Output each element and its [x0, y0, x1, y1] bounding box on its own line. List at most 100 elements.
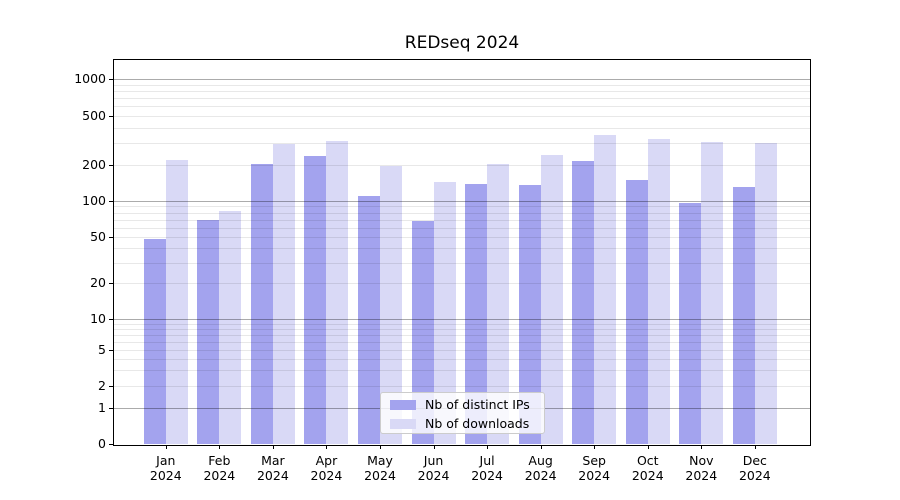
y-tick-label-1: 1	[98, 399, 106, 415]
x-tick-year: 2024	[417, 468, 450, 483]
gridline-minor-2	[114, 386, 810, 387]
gridline-minor-30	[114, 263, 810, 264]
y-tick-label-0: 0	[98, 436, 106, 451]
x-tick-year: 2024	[364, 468, 396, 483]
gridline-minor-20	[114, 283, 810, 284]
gridline-minor-4	[114, 359, 810, 360]
x-tick-year: 2024	[524, 468, 557, 483]
bar-downloads-jan	[165, 159, 188, 444]
x-tick-month: Dec	[742, 453, 767, 468]
gridline-minor-40	[114, 248, 810, 249]
y-tick-mark-10	[109, 319, 113, 320]
y-tick-mark-20	[109, 283, 113, 284]
gridline-minor-7	[114, 335, 810, 336]
bar-distinct-ips-jun	[411, 221, 434, 444]
bar-distinct-ips-nov	[679, 202, 702, 444]
x-tick-year: 2024	[631, 468, 664, 483]
x-tick-mark-feb	[219, 445, 221, 449]
x-tick-mark-jul	[487, 445, 489, 449]
x-tick-year: 2024	[471, 468, 503, 483]
x-tick-month: Jun	[423, 453, 444, 468]
x-tick-mark-jan	[165, 445, 167, 449]
gridline-minor-3	[114, 370, 810, 371]
x-tick-label-may: May 2024	[348, 453, 412, 483]
gridline-major-100	[114, 201, 810, 202]
x-tick-month: Nov	[689, 453, 714, 468]
gridline-minor-70	[114, 220, 810, 221]
bar-distinct-ips-feb	[197, 219, 220, 444]
bar-downloads-jul	[487, 163, 510, 444]
bar-downloads-mar	[272, 144, 295, 444]
x-tick-month: May	[367, 453, 393, 468]
bar-distinct-ips-dec	[732, 187, 755, 444]
x-tick-year: 2024	[738, 468, 771, 483]
gridline-minor-50	[114, 237, 810, 238]
bar-distinct-ips-jan	[143, 239, 166, 444]
x-tick-mark-aug	[540, 445, 542, 449]
y-tick-label-10: 10	[90, 311, 106, 326]
legend-item-downloads: Nb of downloads	[381, 416, 544, 432]
x-tick-label-apr: Apr 2024	[294, 453, 358, 483]
legend-swatch-distinct-ips	[390, 400, 416, 410]
y-tick-label-50: 50	[90, 229, 106, 244]
y-tick-mark-200	[109, 165, 113, 166]
x-tick-label-oct: Oct 2024	[616, 453, 680, 483]
x-tick-year: 2024	[685, 468, 718, 483]
gridline-minor-200	[114, 165, 810, 166]
gridline-minor-400	[114, 128, 810, 129]
legend-swatch-downloads	[390, 419, 416, 429]
bar-distinct-ips-aug	[518, 185, 541, 444]
gridline-major-1000	[114, 79, 810, 80]
x-tick-month: Jul	[479, 453, 495, 468]
x-tick-month: Jan	[156, 453, 176, 468]
x-tick-mark-apr	[326, 445, 328, 449]
y-tick-label-20: 20	[90, 275, 106, 290]
gridline-minor-300	[114, 143, 810, 144]
bar-downloads-oct	[647, 139, 670, 444]
gridline-minor-700	[114, 98, 810, 99]
gridline-minor-8	[114, 329, 810, 330]
x-tick-label-nov: Nov 2024	[669, 453, 733, 483]
gridline-minor-600	[114, 106, 810, 107]
x-tick-label-jun: Jun 2024	[402, 453, 466, 483]
y-tick-label-5: 5	[98, 342, 106, 357]
y-tick-label-500: 500	[82, 108, 106, 123]
y-tick-label-1000: 1000	[74, 71, 106, 86]
gridline-minor-60	[114, 228, 810, 229]
y-tick-mark-100	[109, 201, 113, 202]
bar-downloads-aug	[540, 155, 563, 444]
x-tick-year: 2024	[578, 468, 611, 483]
legend-label-downloads: Nb of downloads	[425, 416, 530, 431]
bar-distinct-ips-apr	[304, 156, 327, 444]
legend-box: Nb of distinct IPs Nb of downloads	[380, 392, 545, 434]
x-tick-year: 2024	[310, 468, 343, 483]
x-tick-mark-mar	[272, 445, 274, 449]
chart-title: REDseq 2024	[404, 33, 520, 53]
x-tick-month: Feb	[208, 453, 231, 468]
y-tick-mark-500	[109, 116, 113, 117]
bar-downloads-feb	[219, 211, 242, 444]
gridline-minor-6	[114, 342, 810, 343]
bar-distinct-ips-sep	[572, 161, 595, 444]
x-tick-mark-jun	[433, 445, 435, 449]
gridline-minor-90	[114, 206, 810, 207]
legend-item-distinct-ips: Nb of distinct IPs	[381, 397, 544, 413]
y-tick-mark-1	[109, 408, 113, 409]
gridline-minor-500	[114, 116, 810, 117]
x-tick-mark-oct	[647, 445, 649, 449]
bar-distinct-ips-jul	[465, 183, 488, 444]
x-tick-month: Oct	[636, 453, 659, 468]
gridline-minor-900	[114, 85, 810, 86]
x-tick-month: Mar	[261, 453, 285, 468]
x-tick-label-dec: Dec 2024	[723, 453, 787, 483]
x-tick-month: Apr	[315, 453, 338, 468]
x-tick-label-sep: Sep 2024	[562, 453, 626, 483]
x-tick-year: 2024	[203, 468, 236, 483]
gridline-minor-800	[114, 91, 810, 92]
bar-downloads-may	[380, 165, 402, 444]
bar-distinct-ips-mar	[250, 164, 273, 444]
y-tick-mark-1000	[109, 79, 113, 80]
x-tick-mark-dec	[754, 445, 756, 449]
bar-downloads-dec	[754, 143, 777, 444]
